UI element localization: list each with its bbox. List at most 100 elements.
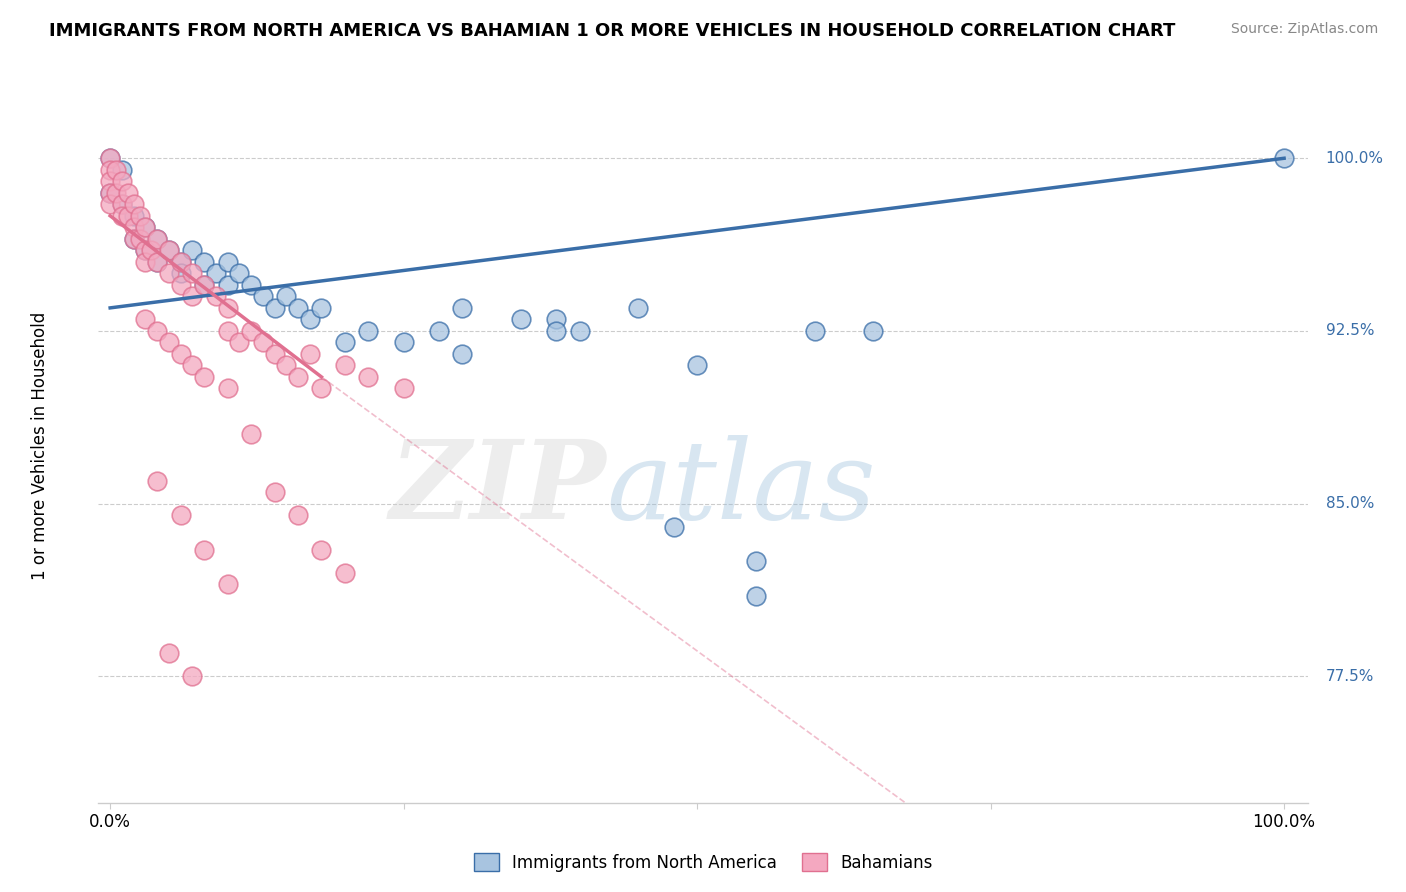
Point [98,151,121,165]
Point [333,335,356,350]
Point [193,370,215,384]
Point [217,255,239,269]
Point [105,186,128,200]
Point [181,289,204,303]
Text: 1 or more Vehicles in Household: 1 or more Vehicles in Household [31,312,49,580]
Point [141,244,163,258]
Point [252,289,274,303]
Point [181,266,204,280]
Point [105,162,128,177]
Point [146,324,169,338]
Point [122,209,145,223]
Point [146,255,169,269]
Point [181,244,204,258]
Point [311,542,333,557]
Point [134,220,156,235]
Point [357,324,380,338]
Point [745,554,768,568]
Point [263,301,285,315]
Point [662,519,685,533]
Point [169,347,191,361]
Point [157,266,180,280]
Point [287,370,309,384]
Point [111,174,134,188]
Point [157,244,180,258]
Point [134,244,156,258]
Point [181,359,204,373]
Point [240,427,263,442]
Legend: Immigrants from North America, Bahamians: Immigrants from North America, Bahamians [467,847,939,879]
Text: 85.0%: 85.0% [1326,496,1374,511]
Point [228,266,250,280]
Point [228,335,250,350]
Point [276,359,298,373]
Point [263,347,285,361]
Point [98,186,121,200]
Text: 100.0%: 100.0% [1326,151,1384,166]
Point [333,566,356,580]
Point [146,232,169,246]
Point [193,277,215,292]
Point [627,301,650,315]
Point [745,589,768,603]
Point [287,508,309,522]
Text: 92.5%: 92.5% [1326,324,1374,338]
Point [510,312,533,326]
Point [252,335,274,350]
Point [98,151,121,165]
Point [193,277,215,292]
Point [1272,151,1295,165]
Point [169,255,191,269]
Point [169,508,191,522]
Point [217,577,239,591]
Point [98,174,121,188]
Point [117,186,139,200]
Point [98,186,121,200]
Text: 77.5%: 77.5% [1326,669,1374,683]
Point [204,266,226,280]
Point [111,197,134,211]
Text: IMMIGRANTS FROM NORTH AMERICA VS BAHAMIAN 1 OR MORE VEHICLES IN HOUSEHOLD CORREL: IMMIGRANTS FROM NORTH AMERICA VS BAHAMIA… [49,22,1175,40]
Point [276,289,298,303]
Point [298,312,321,326]
Point [862,324,884,338]
Text: Source: ZipAtlas.com: Source: ZipAtlas.com [1230,22,1378,37]
Point [122,197,145,211]
Point [451,301,474,315]
Point [122,220,145,235]
Point [111,209,134,223]
Point [217,277,239,292]
Point [157,244,180,258]
Point [311,301,333,315]
Point [193,255,215,269]
Point [134,244,156,258]
Point [803,324,825,338]
Point [217,301,239,315]
Point [357,370,380,384]
Point [240,324,263,338]
Point [146,232,169,246]
Point [134,220,156,235]
Point [546,312,568,326]
Point [117,209,139,223]
Point [98,162,121,177]
Point [287,301,309,315]
Point [568,324,591,338]
Point [427,324,450,338]
Point [157,646,180,660]
Point [240,277,263,292]
Point [686,359,709,373]
Point [546,324,568,338]
Point [157,335,180,350]
Point [204,289,226,303]
Point [122,232,145,246]
Point [392,381,415,395]
Point [169,277,191,292]
Point [451,347,474,361]
Point [146,255,169,269]
Point [193,542,215,557]
Text: atlas: atlas [606,435,876,542]
Point [128,209,150,223]
Point [298,347,321,361]
Point [333,359,356,373]
